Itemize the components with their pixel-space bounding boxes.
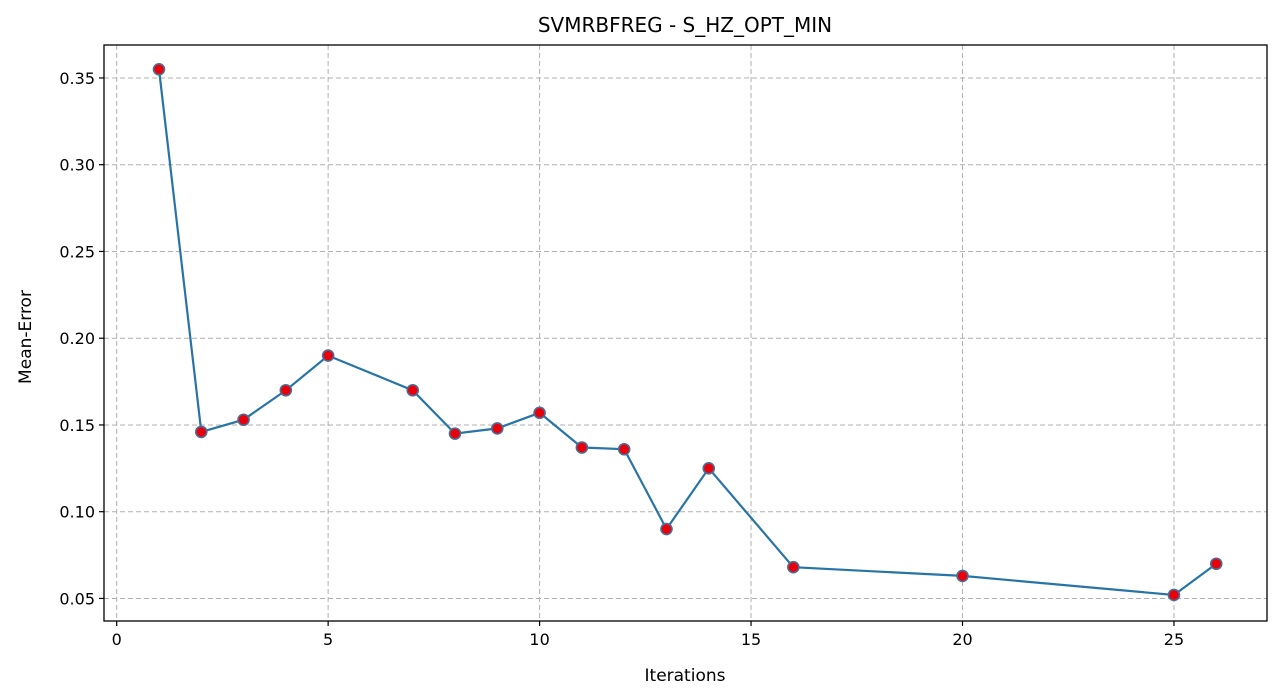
y-tick-label: 0.15 xyxy=(59,416,95,435)
x-axis-label: Iterations xyxy=(645,666,726,686)
y-tick-label: 0.35 xyxy=(59,69,95,88)
data-point xyxy=(237,413,250,427)
data-point xyxy=(787,560,800,574)
x-tick-label: 5 xyxy=(323,630,333,649)
grid xyxy=(104,45,1267,621)
data-point xyxy=(533,406,546,420)
data-point xyxy=(152,62,166,76)
data-point xyxy=(660,522,673,536)
data-point xyxy=(194,425,208,439)
series-line xyxy=(157,69,1217,597)
data-point xyxy=(575,441,589,454)
plot-area-frame xyxy=(103,44,1268,622)
data-point xyxy=(491,422,504,435)
data-point xyxy=(406,383,420,397)
y-tick-label: 0.20 xyxy=(59,329,95,348)
y-tick-label: 0.05 xyxy=(59,589,95,608)
x-tick-label: 20 xyxy=(952,630,972,649)
y-tick-label: 0.25 xyxy=(59,242,95,261)
data-point xyxy=(279,383,293,397)
data-point xyxy=(1209,557,1223,571)
x-tick-label: 0 xyxy=(112,630,122,649)
data-point xyxy=(617,442,631,456)
series-layer xyxy=(152,62,1223,602)
data-point xyxy=(956,569,969,583)
y-tick-label: 0.30 xyxy=(59,156,95,175)
data-point xyxy=(321,349,335,362)
x-tick-label: 10 xyxy=(529,630,549,649)
chart-title: SVMRBFREG - S_HZ_OPT_MIN xyxy=(538,13,832,37)
y-tick-label: 0.10 xyxy=(59,503,95,522)
x-tick-label: 15 xyxy=(741,630,761,649)
x-tick-label: 25 xyxy=(1164,630,1184,649)
data-point xyxy=(448,427,462,440)
y-axis-label: Mean-Error xyxy=(16,290,36,384)
axis-ticks: 0 5 10 15 20 25 0.05 0.10 0.15 0.20 0.25 0.30 0.35 xyxy=(59,69,1184,649)
data-point xyxy=(702,462,716,475)
data-point xyxy=(1167,588,1181,602)
